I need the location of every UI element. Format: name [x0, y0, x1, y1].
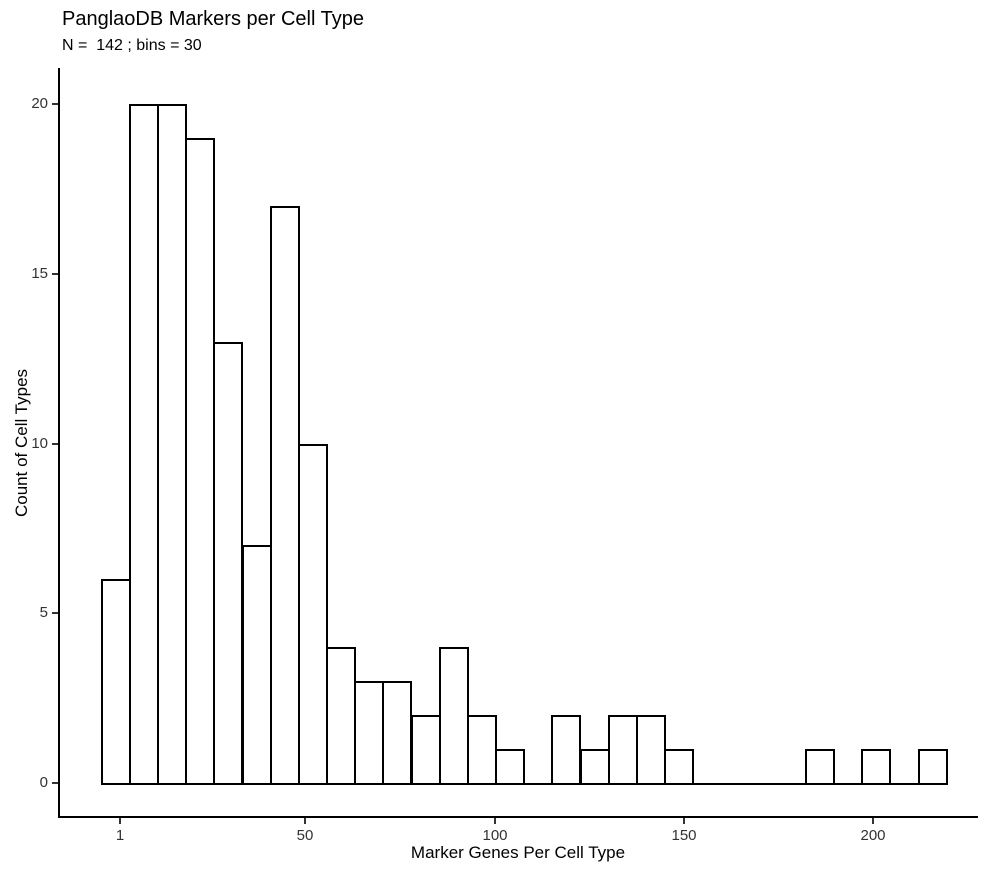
x-axis-tick — [683, 818, 685, 824]
histogram-bar — [101, 579, 131, 785]
histogram-bar — [580, 749, 610, 785]
histogram-bar — [129, 104, 159, 785]
histogram-bar — [467, 715, 497, 785]
histogram-bar — [608, 715, 638, 785]
y-tick-label: 5 — [39, 604, 48, 621]
y-axis-tick — [52, 612, 58, 614]
histogram-bar — [298, 444, 328, 785]
x-tick-label: 1 — [115, 827, 125, 844]
y-tick-label: 0 — [39, 774, 48, 791]
x-axis-tick — [494, 818, 496, 824]
histogram-bar — [185, 138, 215, 785]
histogram-bar — [354, 681, 384, 785]
y-tick-label: 10 — [31, 435, 48, 452]
histogram-bar — [213, 342, 243, 785]
y-axis-line — [58, 68, 60, 818]
histogram-bar — [270, 206, 300, 785]
x-tick-label: 150 — [671, 827, 697, 844]
x-axis-tick — [872, 818, 874, 824]
x-axis-tick — [304, 818, 306, 824]
histogram-bar — [157, 104, 187, 785]
histogram-bar — [861, 749, 891, 785]
histogram-bar — [918, 749, 948, 785]
x-tick-label: 100 — [482, 827, 508, 844]
histogram-bar — [551, 715, 581, 785]
y-tick-label: 20 — [31, 95, 48, 112]
x-tick-label: 50 — [296, 827, 314, 844]
chart-subtitle: N = 142 ; bins = 30 — [62, 37, 202, 54]
y-axis-title: Count of Cell Types — [12, 368, 31, 518]
x-tick-label: 200 — [860, 827, 886, 844]
chart-title: PanglaoDB Markers per Cell Type — [62, 8, 364, 30]
x-axis-title: Marker Genes Per Cell Type — [410, 843, 626, 862]
histogram-bar — [495, 749, 525, 785]
histogram-bar — [242, 545, 272, 785]
histogram-bar — [382, 681, 412, 785]
histogram-bar — [664, 749, 694, 785]
x-axis-line — [58, 816, 978, 818]
y-axis-tick — [52, 103, 58, 105]
histogram-bar — [636, 715, 666, 785]
y-axis-tick — [52, 782, 58, 784]
y-axis-tick — [52, 273, 58, 275]
histogram-bar — [439, 647, 469, 785]
histogram-bar — [805, 749, 835, 785]
y-axis-tick — [52, 443, 58, 445]
histogram-bar — [326, 647, 356, 785]
y-tick-label: 15 — [31, 265, 48, 282]
x-axis-tick — [119, 818, 121, 824]
histogram-bar — [411, 715, 441, 785]
